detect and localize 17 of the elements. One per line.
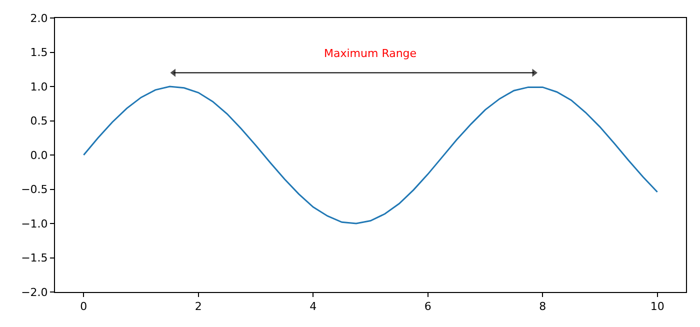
y-tick-label: −1.5: [21, 252, 48, 265]
y-tick-label: 0.5: [30, 114, 48, 128]
annotation: Maximum Range: [324, 47, 417, 60]
x-tick-label: 6: [424, 300, 432, 314]
x-tick-label: 10: [650, 300, 664, 314]
x-tick-label: 4: [310, 300, 317, 314]
x-tick-label: 2: [194, 300, 202, 314]
y-tick-label: 0.0: [30, 148, 48, 162]
x-tick-label: 0: [80, 300, 88, 314]
line-series: [82, 86, 658, 224]
y-tick-label: −1.0: [21, 217, 48, 230]
y-tick-label: −0.5: [21, 183, 48, 196]
y-tick-label: −2.0: [21, 286, 48, 299]
y-tick-label: 2.0: [30, 12, 48, 25]
y-tick-label: 1.0: [30, 80, 48, 94]
y-tick-label: 1.5: [30, 46, 48, 60]
x-tick-label: 8: [539, 300, 546, 314]
